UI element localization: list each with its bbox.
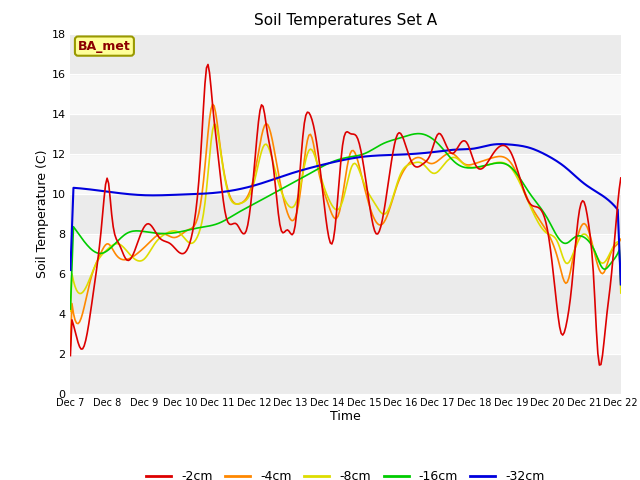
Bar	[70, 234, 621, 274]
Title: Soil Temperatures Set A: Soil Temperatures Set A	[254, 13, 437, 28]
Bar	[70, 193, 621, 234]
Bar	[70, 34, 621, 73]
Bar	[70, 354, 621, 394]
Bar	[70, 73, 621, 114]
Bar	[70, 154, 621, 193]
Bar	[70, 313, 621, 354]
Bar	[70, 274, 621, 313]
Legend: -2cm, -4cm, -8cm, -16cm, -32cm: -2cm, -4cm, -8cm, -16cm, -32cm	[141, 465, 550, 480]
Bar	[70, 114, 621, 154]
Y-axis label: Soil Temperature (C): Soil Temperature (C)	[36, 149, 49, 278]
X-axis label: Time: Time	[330, 410, 361, 423]
Text: BA_met: BA_met	[78, 39, 131, 53]
